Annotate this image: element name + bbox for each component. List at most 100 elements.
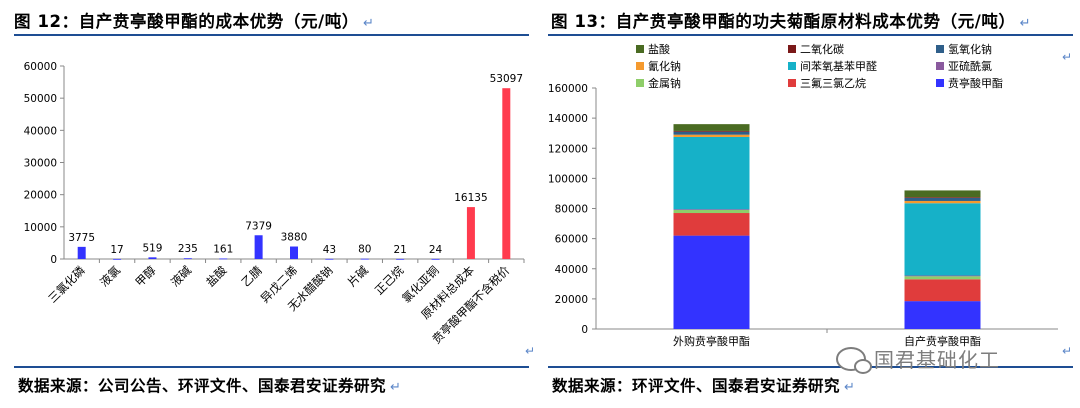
y-tick-label: 30000 xyxy=(24,158,57,170)
data-label: 24 xyxy=(429,244,443,256)
stack-segment xyxy=(904,197,981,198)
legend-label: 亚硫酰氯 xyxy=(948,59,992,73)
y-tick-label: 100000 xyxy=(548,173,588,185)
stack-segment xyxy=(904,276,981,280)
data-label: 7379 xyxy=(245,220,272,232)
data-label: 3775 xyxy=(68,232,95,244)
legend-swatch xyxy=(636,45,644,53)
bar xyxy=(466,207,475,259)
y-tick-label: 80000 xyxy=(555,204,588,216)
legend-label: 氰化钠 xyxy=(648,59,681,73)
left-chart: 0 10000 20000 30000 40000 50000 60000 3775 三氯化磷 1… xyxy=(14,38,532,362)
legend-swatch xyxy=(936,62,944,70)
y-tick-label: 0 xyxy=(50,254,57,266)
y-tick-label: 20000 xyxy=(24,190,57,202)
data-label: 80 xyxy=(358,244,371,256)
legend-swatch xyxy=(936,45,944,53)
bar xyxy=(431,258,440,260)
y-tick-label: 120000 xyxy=(548,143,588,155)
data-label: 519 xyxy=(142,242,162,254)
data-label: 21 xyxy=(393,244,406,256)
return-mark: ↵ xyxy=(525,344,536,358)
stack-segment xyxy=(904,301,981,329)
data-label: 16135 xyxy=(454,192,487,204)
stack-segment xyxy=(673,210,750,214)
stack-segment xyxy=(904,203,981,276)
stack-segment xyxy=(673,213,750,236)
right-title-text: 图 13：自产贲亭酸甲酯的功夫菊酯原材料成本优势（元/吨） xyxy=(551,12,1016,31)
y-tick-label: 40000 xyxy=(24,125,57,137)
data-label: 43 xyxy=(323,244,336,256)
stack-segment xyxy=(673,134,750,137)
right-source: 数据来源：环评文件、国泰君安证券研究 ↵ xyxy=(552,374,855,396)
y-tick-label: 160000 xyxy=(548,83,588,95)
bar xyxy=(113,258,122,260)
bar xyxy=(325,258,334,260)
return-mark: ↵ xyxy=(390,380,402,395)
data-label: 161 xyxy=(213,243,233,255)
left-source-text: 数据来源：公司公告、环评文件、国泰君安证券研究 xyxy=(18,377,387,395)
left-title-text: 图 12：自产贲亭酸甲酯的成本优势（元/吨） xyxy=(14,12,359,31)
left-title-rule xyxy=(14,34,529,36)
stack-segment xyxy=(673,235,750,329)
stack-segment xyxy=(673,124,750,131)
right-chart: 0 20000 40000 60000 80000 100000 120000 140000 1… xyxy=(538,40,1068,362)
stack-segment xyxy=(673,130,750,132)
bar xyxy=(502,88,511,259)
bar xyxy=(360,258,369,260)
data-label: 17 xyxy=(110,244,123,256)
legend-label: 贲亭酸甲酯 xyxy=(948,76,1003,90)
bar xyxy=(77,246,86,259)
legend-swatch xyxy=(788,62,796,70)
y-tick-label: 10000 xyxy=(24,222,57,234)
x-tick-label: 三氯化磷 xyxy=(45,263,88,306)
legend-label: 氢氧化钠 xyxy=(948,42,992,56)
stack-segment xyxy=(673,136,750,210)
return-mark: ↵ xyxy=(1019,16,1032,31)
x-tick-label: 乙腈 xyxy=(239,263,266,290)
left-chart-svg: 0 10000 20000 30000 40000 50000 60000 3775 三氯化磷 1… xyxy=(24,61,525,346)
y-tick-label: 50000 xyxy=(24,93,57,105)
right-source-text: 数据来源：环评文件、国泰君安证券研究 xyxy=(552,377,841,395)
legend-swatch xyxy=(936,79,944,87)
y-tick-label: 20000 xyxy=(555,294,588,306)
right-source-rule xyxy=(548,366,1073,368)
return-mark: ↵ xyxy=(844,380,856,395)
x-tick-label: 外购贲亭酸甲酯 xyxy=(673,334,750,348)
return-mark: ↵ xyxy=(1062,344,1073,358)
x-tick-label: 片碱 xyxy=(345,263,372,290)
left-chart-title: 图 12：自产贲亭酸甲酯的成本优势（元/吨） ↵ xyxy=(14,8,374,32)
legend-swatch xyxy=(636,62,644,70)
right-chart-svg: 0 20000 40000 60000 80000 100000 120000 140000 1… xyxy=(548,42,1058,348)
legend-swatch xyxy=(636,79,644,87)
stack-segment xyxy=(673,209,750,211)
legend-swatch xyxy=(788,45,796,53)
wechat-icon xyxy=(836,346,872,374)
bar xyxy=(396,258,405,260)
bar xyxy=(219,258,228,260)
watermark: 国君基础化工 xyxy=(836,344,1000,374)
left-source: 数据来源：公司公告、环评文件、国泰君安证券研究 ↵ xyxy=(18,374,401,396)
x-tick-label: 甲醇 xyxy=(132,263,159,290)
x-tick-label: 自产贲亭酸甲酯 xyxy=(904,334,981,348)
legend-label: 盐酸 xyxy=(648,42,670,56)
legend-label: 二氧化碳 xyxy=(800,42,844,56)
stack-segment xyxy=(904,190,981,198)
x-tick-label: 盐酸 xyxy=(203,263,230,290)
y-tick-label: 140000 xyxy=(548,113,588,125)
data-label: 53097 xyxy=(490,73,523,85)
data-label: 3880 xyxy=(281,232,308,244)
bar xyxy=(183,258,192,260)
stack-segment xyxy=(904,279,981,302)
stack-segment xyxy=(904,275,981,277)
y-tick-label: 60000 xyxy=(555,234,588,246)
data-label: 235 xyxy=(178,243,198,255)
stack-segment xyxy=(673,131,750,135)
y-tick-label: 60000 xyxy=(24,61,57,73)
left-source-rule xyxy=(14,366,529,368)
bar xyxy=(290,246,298,259)
stack-segment xyxy=(904,197,981,201)
return-mark: ↵ xyxy=(362,16,375,31)
right-title-rule xyxy=(548,34,1073,36)
x-tick-label: 液氯 xyxy=(97,263,124,290)
